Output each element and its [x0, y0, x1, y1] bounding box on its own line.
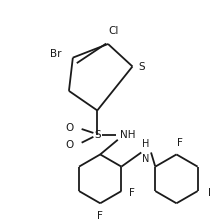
- Text: O: O: [66, 123, 74, 133]
- Text: Br: Br: [51, 49, 62, 59]
- Text: F: F: [129, 188, 135, 198]
- Text: NH: NH: [120, 130, 135, 140]
- Text: H: H: [143, 139, 150, 149]
- Text: S: S: [94, 130, 101, 140]
- Text: O: O: [66, 140, 74, 150]
- Text: I: I: [208, 188, 211, 198]
- Text: F: F: [97, 211, 103, 221]
- Text: N: N: [143, 154, 150, 164]
- Text: Cl: Cl: [109, 26, 119, 36]
- Text: S: S: [138, 63, 145, 72]
- Text: F: F: [177, 138, 183, 148]
